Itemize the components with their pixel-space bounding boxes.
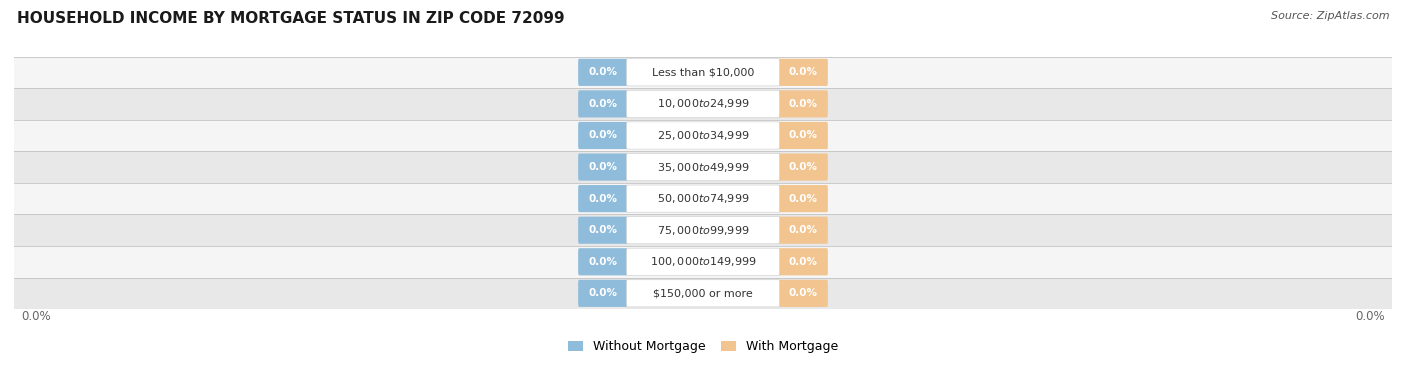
Text: 0.0%: 0.0% xyxy=(589,162,617,172)
Text: 0.0%: 0.0% xyxy=(589,288,617,298)
FancyBboxPatch shape xyxy=(778,280,828,307)
Text: 0.0%: 0.0% xyxy=(789,257,817,267)
Text: 0.0%: 0.0% xyxy=(789,67,817,77)
FancyBboxPatch shape xyxy=(627,122,779,149)
FancyBboxPatch shape xyxy=(778,122,828,149)
FancyBboxPatch shape xyxy=(627,90,779,118)
Text: 0.0%: 0.0% xyxy=(589,67,617,77)
Text: 0.0%: 0.0% xyxy=(789,99,817,109)
Bar xyxy=(14,183,1392,215)
Text: 0.0%: 0.0% xyxy=(789,194,817,204)
Text: $100,000 to $149,999: $100,000 to $149,999 xyxy=(650,255,756,268)
Text: 0.0%: 0.0% xyxy=(589,99,617,109)
FancyBboxPatch shape xyxy=(778,248,828,275)
Text: 0.0%: 0.0% xyxy=(589,130,617,141)
FancyBboxPatch shape xyxy=(578,217,628,244)
Text: 0.0%: 0.0% xyxy=(1355,310,1385,323)
FancyBboxPatch shape xyxy=(778,59,828,86)
Text: 0.0%: 0.0% xyxy=(589,225,617,235)
Text: 0.0%: 0.0% xyxy=(589,257,617,267)
FancyBboxPatch shape xyxy=(578,153,628,181)
Text: $25,000 to $34,999: $25,000 to $34,999 xyxy=(657,129,749,142)
FancyBboxPatch shape xyxy=(627,59,779,86)
Text: 0.0%: 0.0% xyxy=(789,162,817,172)
Text: $75,000 to $99,999: $75,000 to $99,999 xyxy=(657,224,749,237)
Text: Source: ZipAtlas.com: Source: ZipAtlas.com xyxy=(1271,11,1389,21)
Bar xyxy=(14,246,1392,277)
FancyBboxPatch shape xyxy=(578,122,628,149)
Bar xyxy=(14,277,1392,309)
Text: 0.0%: 0.0% xyxy=(21,310,51,323)
Text: HOUSEHOLD INCOME BY MORTGAGE STATUS IN ZIP CODE 72099: HOUSEHOLD INCOME BY MORTGAGE STATUS IN Z… xyxy=(17,11,564,26)
FancyBboxPatch shape xyxy=(627,217,779,244)
Text: 0.0%: 0.0% xyxy=(589,194,617,204)
Text: 0.0%: 0.0% xyxy=(789,130,817,141)
FancyBboxPatch shape xyxy=(627,153,779,181)
Text: $50,000 to $74,999: $50,000 to $74,999 xyxy=(657,192,749,205)
Bar xyxy=(14,215,1392,246)
Bar xyxy=(14,120,1392,151)
Text: $35,000 to $49,999: $35,000 to $49,999 xyxy=(657,161,749,173)
FancyBboxPatch shape xyxy=(578,90,628,118)
FancyBboxPatch shape xyxy=(778,90,828,118)
FancyBboxPatch shape xyxy=(578,280,628,307)
Text: Less than $10,000: Less than $10,000 xyxy=(652,67,754,77)
FancyBboxPatch shape xyxy=(578,248,628,275)
FancyBboxPatch shape xyxy=(578,185,628,212)
FancyBboxPatch shape xyxy=(778,217,828,244)
FancyBboxPatch shape xyxy=(627,280,779,307)
Text: $10,000 to $24,999: $10,000 to $24,999 xyxy=(657,97,749,110)
Text: 0.0%: 0.0% xyxy=(789,288,817,298)
FancyBboxPatch shape xyxy=(627,248,779,275)
Text: 0.0%: 0.0% xyxy=(789,225,817,235)
FancyBboxPatch shape xyxy=(627,185,779,212)
Text: $150,000 or more: $150,000 or more xyxy=(654,288,752,298)
Legend: Without Mortgage, With Mortgage: Without Mortgage, With Mortgage xyxy=(562,336,844,359)
Bar xyxy=(14,57,1392,88)
FancyBboxPatch shape xyxy=(778,185,828,212)
FancyBboxPatch shape xyxy=(778,153,828,181)
Bar xyxy=(14,151,1392,183)
Bar xyxy=(14,88,1392,120)
FancyBboxPatch shape xyxy=(578,59,628,86)
